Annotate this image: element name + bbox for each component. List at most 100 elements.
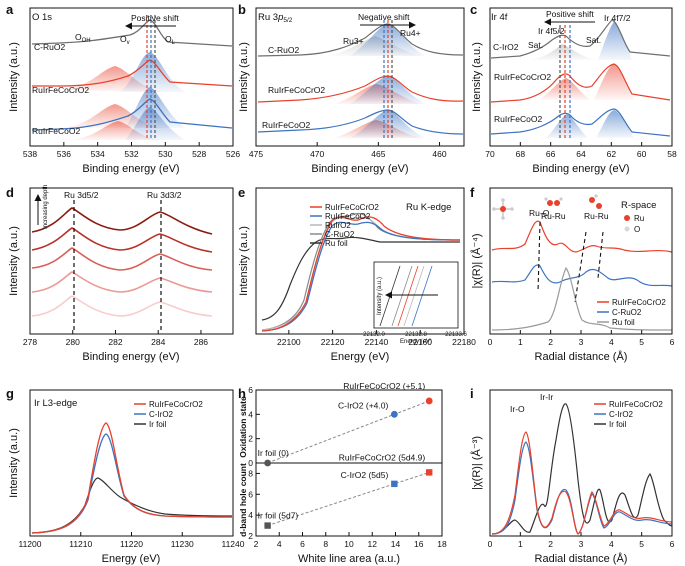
panel-a-fill-blue	[120, 52, 185, 92]
panel-d-ylabel: Intensity (a.u.)	[8, 226, 20, 296]
panel-a-xtick-6: 526	[226, 149, 240, 159]
panel-c-title: Ir 4f	[491, 12, 508, 23]
panel-b-series-gray	[257, 23, 464, 57]
panel-a-ooh-label: OOH	[75, 32, 91, 44]
panel-f-ylabel: |χ(R)| (Å⁻⁴)	[470, 233, 483, 288]
panel-c-fill-blue-2	[546, 114, 588, 138]
ru-ru-dimer-icon-2	[589, 194, 602, 209]
panel-c-4f52-label: Ir 4f5/2	[538, 26, 565, 36]
ru-o-octahedron-icon	[492, 198, 514, 220]
panel-label-f: f	[470, 185, 475, 200]
panel-b-xtick-1: 470	[310, 149, 324, 159]
panel-a-ov-label: Ov	[120, 34, 130, 46]
panel-b-xtick-0: 475	[249, 149, 263, 159]
panel-label-d: d	[6, 185, 14, 200]
panel-b-ylabel: Intensity (a.u.)	[238, 42, 250, 112]
panel-e-frame	[255, 187, 465, 335]
panel-e: e RuIrFeCoCrO2 RuIrFeCoO2 RuIrO2 C-RuO2 …	[238, 185, 476, 363]
panel-h-bottom-ytick-0: 2	[248, 531, 253, 541]
panel-g-frame	[29, 389, 234, 537]
panel-d-xtick-1: 280	[66, 337, 80, 347]
panel-a: a O 1s Positive shift C-RuO2 RuIrFeCoCrO…	[6, 2, 240, 175]
panel-g-series-red	[31, 422, 233, 534]
panel-f-xticks: 0 1 2 3 4 5 6	[488, 330, 675, 347]
panel-d-xtick-2: 282	[108, 337, 122, 347]
panel-a-curves	[31, 15, 233, 140]
panel-f-series-gray	[491, 266, 673, 331]
panel-b-series-label-0: C-RuO2	[268, 45, 299, 55]
panel-g-xlabel: Energy (eV)	[102, 553, 161, 565]
panel-f-xtick-0: 0	[488, 337, 493, 347]
panel-g: g Ir L3-edge RuIrFeCoCrO2 C-IrO2 Ir foil…	[6, 386, 245, 565]
panel-a-xticks: 538 536 534 532 530 528 526	[23, 142, 240, 159]
panel-f-ru-legend-dot	[624, 215, 630, 221]
panel-h-xtick-1: 4	[277, 539, 282, 549]
panel-i-xlabel: Radial distance (Å)	[535, 552, 628, 565]
panel-h-bottom-point-label-2: RuIrFeCoCrO2 (5d4.9)	[339, 452, 426, 462]
panel-d-xlabel: Binding energy (eV)	[82, 351, 179, 363]
panel-h-top-ytick-3: 6	[248, 385, 253, 395]
panel-a-series-red	[32, 59, 233, 87]
panel-g-curves	[31, 422, 233, 534]
panel-a-ol-label: OL	[165, 34, 176, 46]
panel-b-ru4-label: Ru4+	[400, 28, 421, 38]
panel-b-series-label-1: RuIrFeCoCrO2	[268, 85, 325, 95]
panel-e-legend-0: RuIrFeCoCrO2	[325, 203, 379, 212]
panel-d-xtick-3: 284	[151, 337, 165, 347]
panel-h-top-ylabel: Oxidation state	[238, 396, 248, 458]
panel-i-xtick-0: 0	[488, 539, 493, 549]
panel-i: i RuIrFeCoCrO2 C-IrO2 Ir foil Ir-O Ir-Ir…	[470, 386, 675, 565]
panel-h-bottom-point-label-1: C-IrO2 (5d5)	[341, 470, 389, 480]
panel-f-title: R-space	[621, 200, 656, 211]
panel-f-xtick-4: 4	[609, 337, 614, 347]
panel-c-fill-gray	[528, 44, 600, 60]
panel-d-depth-label: Increasing depth	[43, 185, 49, 229]
panel-e-xtick-0: 22100	[277, 337, 301, 347]
panel-b-title: Ru 3p5/2	[258, 12, 293, 24]
panel-a-series-gray	[31, 19, 233, 47]
panel-g-xticks: 11200 11210 11220 11230 11240	[18, 532, 245, 549]
panel-e-legend-3: C-RuO2	[325, 230, 355, 239]
panel-g-legend-1: C-IrO2	[149, 410, 174, 419]
panel-b-fill-blue-3	[350, 110, 425, 138]
panel-c-xticks: 70 68 66 64 62 60 58	[485, 142, 677, 159]
panel-i-xtick-5: 5	[639, 539, 644, 549]
panel-e-series-foil	[261, 236, 460, 321]
panel-a-ov-main: O	[120, 34, 127, 44]
panel-d-curve-4	[31, 295, 213, 317]
panel-d-curves	[31, 200, 213, 330]
panel-c-xlabel: Binding energy (eV)	[532, 163, 629, 175]
panel-a-fill-blue-3	[125, 107, 185, 140]
panel-a-series-label-2: RuIrFeCoO2	[32, 126, 80, 136]
panel-b-xlabel: Binding energy (eV)	[311, 163, 408, 175]
panel-i-series-foil	[491, 403, 673, 535]
panel-c-ylabel: Intensity (a.u.)	[471, 42, 483, 112]
panel-h-top-point-0	[264, 459, 272, 467]
panel-h-bottom-point-1	[391, 480, 398, 488]
panel-d-xtick-4: 286	[194, 337, 208, 347]
panel-h-top-ytick-1: 2	[248, 434, 253, 444]
panel-f-dash-ruo	[537, 221, 541, 293]
panel-g-xtick-3: 11230	[171, 539, 194, 549]
panel-f-dash-ruru-1	[574, 231, 587, 303]
panel-h-xtick-0: 2	[254, 539, 259, 549]
panel-h-plot: 0 2 4 6 Ir foil (0) C-IrO2 (+4.0) RuIrFeCoCrO2…	[248, 381, 433, 541]
panel-label-i: i	[470, 386, 474, 401]
panel-b: b Ru 3p5/2 Negative shift Ru3+ Ru4+ C-Ru…	[238, 2, 465, 175]
panel-h-bottom-point-0	[264, 522, 271, 529]
panel-h-xtick-3: 8	[323, 539, 328, 549]
panel-f-xtick-6: 6	[670, 337, 675, 347]
panel-f-ruo-label: Ru-O	[529, 208, 550, 218]
panel-e-xtick-2: 22140	[365, 337, 389, 347]
panel-d-curve-1	[31, 227, 213, 253]
panel-h-bottom-point-2	[426, 469, 433, 476]
panel-c-shift-label: Positive shift	[546, 9, 594, 19]
panel-a-shift-label: Positive shift	[131, 13, 179, 23]
panel-c-series-label-1: RuIrFeCoCrO2	[494, 72, 551, 82]
panel-h-top-point-2	[425, 397, 433, 405]
panel-e-legend-4: Ru foil	[325, 239, 348, 248]
panel-g-title: Ir L3-edge	[34, 398, 77, 409]
panel-f-ru-legend: Ru	[634, 214, 644, 223]
panel-h-xtick-7: 16	[414, 539, 424, 549]
panel-i-series-red	[491, 431, 673, 535]
